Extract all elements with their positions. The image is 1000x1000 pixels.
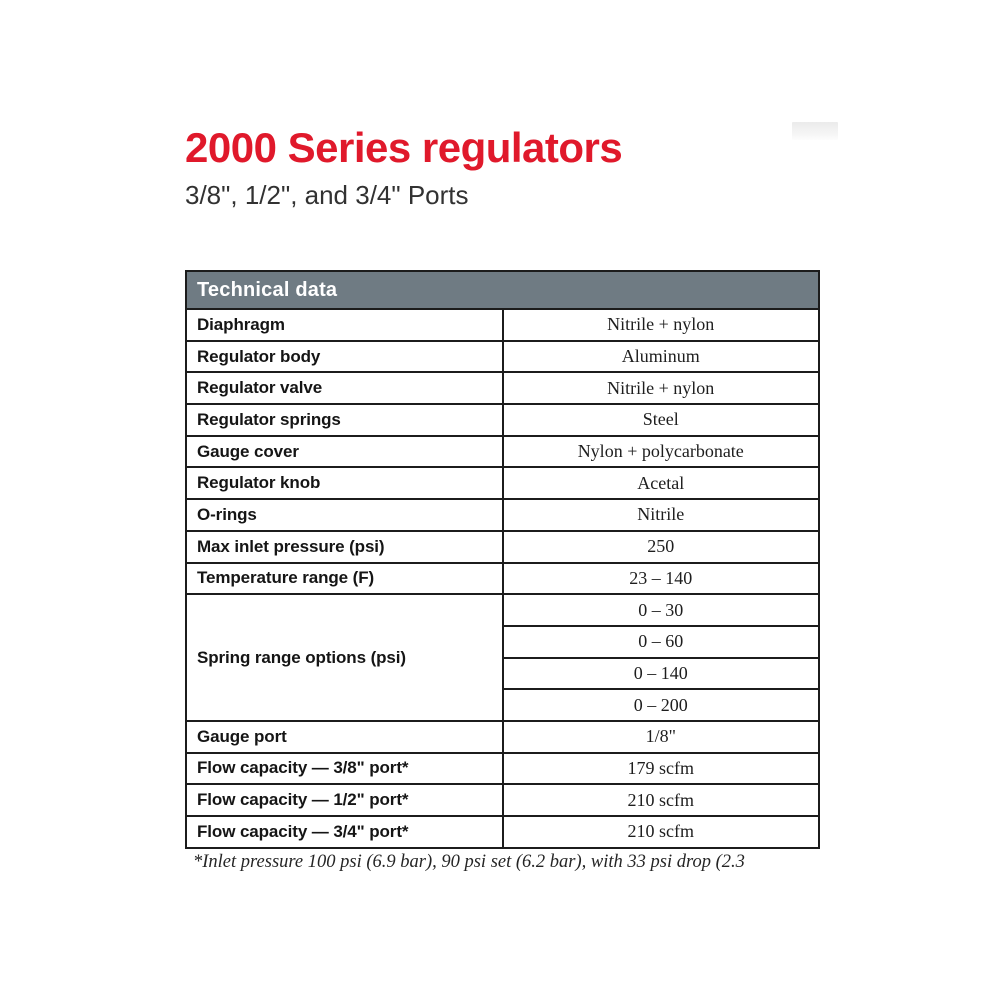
row-label: Gauge cover: [185, 434, 504, 469]
row-label: Max inlet pressure (psi): [185, 529, 504, 564]
row-value: 210 scfm: [501, 815, 820, 849]
row-value: Nitrile: [501, 498, 820, 532]
spring-range-value: 0 – 60: [501, 624, 820, 659]
row-label-spring-range: Spring range options (psi): [185, 593, 504, 722]
row-label: Flow capacity — 3/8" port*: [185, 751, 504, 786]
table-row: Temperature range (F) 23 – 140: [185, 561, 820, 596]
table-row: Max inlet pressure (psi) 250: [185, 529, 820, 564]
table-row: Flow capacity — 3/8" port* 179 scfm: [185, 751, 820, 786]
table-row: Diaphragm Nitrile + nylon: [185, 308, 820, 342]
page-title: 2000 Series regulators: [185, 124, 623, 171]
spring-range-value: 0 – 30: [501, 593, 820, 627]
table-row: Gauge cover Nylon + polycarbonate: [185, 434, 820, 469]
row-value: Nitrile + nylon: [501, 371, 820, 406]
row-label: Regulator springs: [185, 403, 504, 437]
table-row-spring-group: 0 – 140: [186, 656, 820, 691]
row-value: 250: [501, 529, 820, 564]
row-value: Nitrile + nylon: [501, 308, 820, 342]
row-value: 179 scfm: [501, 751, 820, 786]
row-label: Regulator valve: [185, 371, 504, 406]
row-value: Acetal: [501, 466, 820, 501]
table-row-spring-group: Spring range options (psi) 0 – 30: [185, 593, 820, 722]
table-row: O-rings Nitrile: [185, 498, 820, 532]
row-label: Regulator knob: [185, 466, 504, 501]
table-row: Regulator knob Acetal: [185, 466, 820, 501]
footnote: *Inlet pressure 100 psi (6.9 bar), 90 ps…: [193, 852, 745, 872]
row-value: 23 – 140: [501, 561, 820, 596]
row-value: 1/8": [501, 719, 820, 754]
row-label: Flow capacity — 3/4" port*: [185, 815, 504, 849]
table-title: Technical data: [185, 270, 820, 310]
page-subtitle: 3/8", 1/2", and 3/4" Ports: [185, 180, 469, 210]
spring-range-value: 0 – 200: [501, 688, 820, 722]
row-label: Temperature range (F): [185, 561, 504, 596]
row-label: Diaphragm: [185, 308, 504, 342]
row-label: Flow capacity — 1/2" port*: [185, 783, 504, 817]
row-value: 210 scfm: [501, 783, 820, 817]
row-value: Steel: [501, 403, 820, 437]
table-row: Regulator body Aluminum: [185, 339, 820, 374]
page-corner-artifact: [792, 122, 838, 140]
table-row: Regulator valve Nitrile + nylon: [185, 371, 820, 406]
table-row: Regulator springs Steel: [185, 403, 820, 437]
table-row-spring-group: 0 – 200: [186, 688, 820, 722]
technical-data-table: Technical data Diaphragm Nitrile + nylon…: [185, 270, 820, 849]
row-value: Nylon + polycarbonate: [501, 434, 820, 469]
table-row: Flow capacity — 3/4" port* 210 scfm: [185, 815, 820, 849]
table-row: Flow capacity — 1/2" port* 210 scfm: [185, 783, 820, 817]
table-header-row: Technical data: [185, 270, 820, 310]
spring-range-value: 0 – 140: [501, 656, 820, 691]
row-value: Aluminum: [501, 339, 820, 374]
row-label: Gauge port: [185, 719, 504, 754]
row-label: Regulator body: [185, 339, 504, 374]
row-label: O-rings: [185, 498, 504, 532]
table-row-spring-group: 0 – 60: [186, 624, 820, 659]
table-row: Gauge port 1/8": [185, 719, 820, 754]
